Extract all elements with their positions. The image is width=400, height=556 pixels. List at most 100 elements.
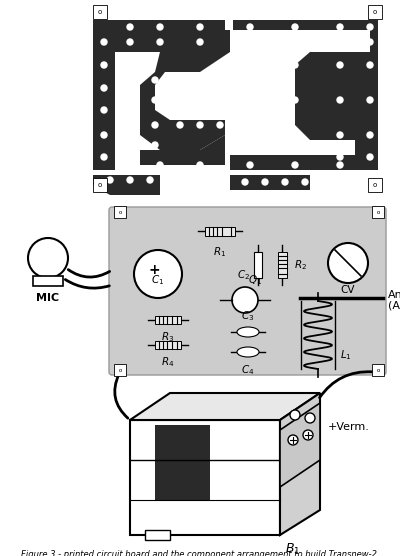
Circle shape: [337, 39, 343, 45]
Text: o: o: [373, 9, 377, 15]
Text: o: o: [118, 368, 122, 373]
Circle shape: [267, 97, 273, 103]
Circle shape: [328, 243, 368, 283]
Circle shape: [367, 62, 373, 68]
Circle shape: [247, 39, 253, 45]
Circle shape: [197, 39, 203, 45]
Circle shape: [337, 24, 343, 30]
Circle shape: [307, 39, 313, 45]
Text: $C_3$: $C_3$: [241, 309, 255, 323]
Text: o: o: [376, 210, 380, 215]
Bar: [372, 364, 384, 376]
Circle shape: [292, 132, 298, 138]
Polygon shape: [230, 155, 378, 170]
FancyArrowPatch shape: [65, 280, 109, 288]
Text: (A): (A): [388, 300, 400, 310]
Circle shape: [101, 85, 107, 91]
Text: o: o: [373, 182, 377, 188]
Circle shape: [157, 24, 163, 30]
Bar: [372, 206, 384, 218]
Bar: [93, 5, 107, 19]
Bar: [114, 364, 126, 376]
Circle shape: [337, 97, 343, 103]
Circle shape: [292, 39, 298, 45]
Circle shape: [247, 132, 253, 138]
Text: Figure 3 - printed circuit board and the component arrangement to build Transnew: Figure 3 - printed circuit board and the…: [21, 550, 379, 556]
Circle shape: [232, 287, 258, 313]
Circle shape: [197, 24, 203, 30]
Text: CV: CV: [341, 285, 355, 295]
Circle shape: [101, 107, 107, 113]
FancyArrowPatch shape: [68, 270, 110, 277]
Bar: [368, 5, 382, 19]
Circle shape: [177, 77, 183, 83]
Circle shape: [127, 162, 133, 168]
Circle shape: [101, 62, 107, 68]
Circle shape: [197, 122, 203, 128]
Circle shape: [337, 154, 343, 160]
Polygon shape: [93, 20, 225, 52]
Circle shape: [337, 62, 343, 68]
Text: o: o: [118, 210, 122, 215]
Circle shape: [367, 154, 373, 160]
Text: $C_2$: $C_2$: [237, 268, 250, 282]
Circle shape: [127, 62, 133, 68]
Circle shape: [267, 62, 273, 68]
Polygon shape: [140, 30, 230, 150]
Ellipse shape: [237, 347, 259, 357]
Circle shape: [367, 97, 373, 103]
Circle shape: [292, 162, 298, 168]
Bar: [155, 425, 210, 500]
Circle shape: [247, 24, 253, 30]
Circle shape: [247, 62, 253, 68]
Circle shape: [337, 162, 343, 168]
Bar: [33, 276, 63, 286]
Text: MIC: MIC: [36, 293, 60, 303]
Circle shape: [292, 97, 298, 103]
Circle shape: [262, 179, 268, 185]
Text: o: o: [98, 182, 102, 188]
Circle shape: [177, 122, 183, 128]
Circle shape: [152, 142, 158, 148]
Circle shape: [242, 179, 248, 185]
Text: $R_4$: $R_4$: [161, 355, 175, 369]
Circle shape: [302, 179, 308, 185]
Text: Antena: Antena: [388, 290, 400, 300]
Circle shape: [367, 39, 373, 45]
Circle shape: [337, 132, 343, 138]
Text: +Verm.: +Verm.: [328, 422, 370, 432]
Circle shape: [157, 162, 163, 168]
Circle shape: [107, 177, 113, 183]
Circle shape: [303, 430, 313, 440]
Circle shape: [127, 24, 133, 30]
Polygon shape: [93, 52, 115, 170]
Text: $C_4$: $C_4$: [241, 363, 255, 377]
Bar: [254, 252, 262, 278]
Circle shape: [152, 77, 158, 83]
Circle shape: [127, 39, 133, 45]
Circle shape: [101, 154, 107, 160]
Circle shape: [292, 24, 298, 30]
Text: $R_3$: $R_3$: [161, 330, 175, 344]
Text: $Q_1$: $Q_1$: [248, 273, 262, 287]
FancyArrowPatch shape: [115, 375, 128, 418]
Polygon shape: [130, 420, 280, 535]
Polygon shape: [280, 393, 320, 535]
Circle shape: [157, 39, 163, 45]
FancyBboxPatch shape: [109, 207, 386, 375]
Circle shape: [101, 132, 107, 138]
Circle shape: [127, 177, 133, 183]
Text: o: o: [376, 368, 380, 373]
Circle shape: [290, 410, 300, 420]
Polygon shape: [140, 135, 225, 165]
Polygon shape: [93, 175, 160, 195]
Text: $R_2$: $R_2$: [294, 258, 307, 272]
Text: o: o: [98, 9, 102, 15]
Circle shape: [282, 179, 288, 185]
Polygon shape: [145, 530, 170, 540]
Bar: [114, 206, 126, 218]
Text: $R_1$: $R_1$: [214, 245, 226, 259]
Polygon shape: [230, 175, 310, 190]
Circle shape: [247, 162, 253, 168]
Text: $L_1$: $L_1$: [340, 348, 352, 362]
